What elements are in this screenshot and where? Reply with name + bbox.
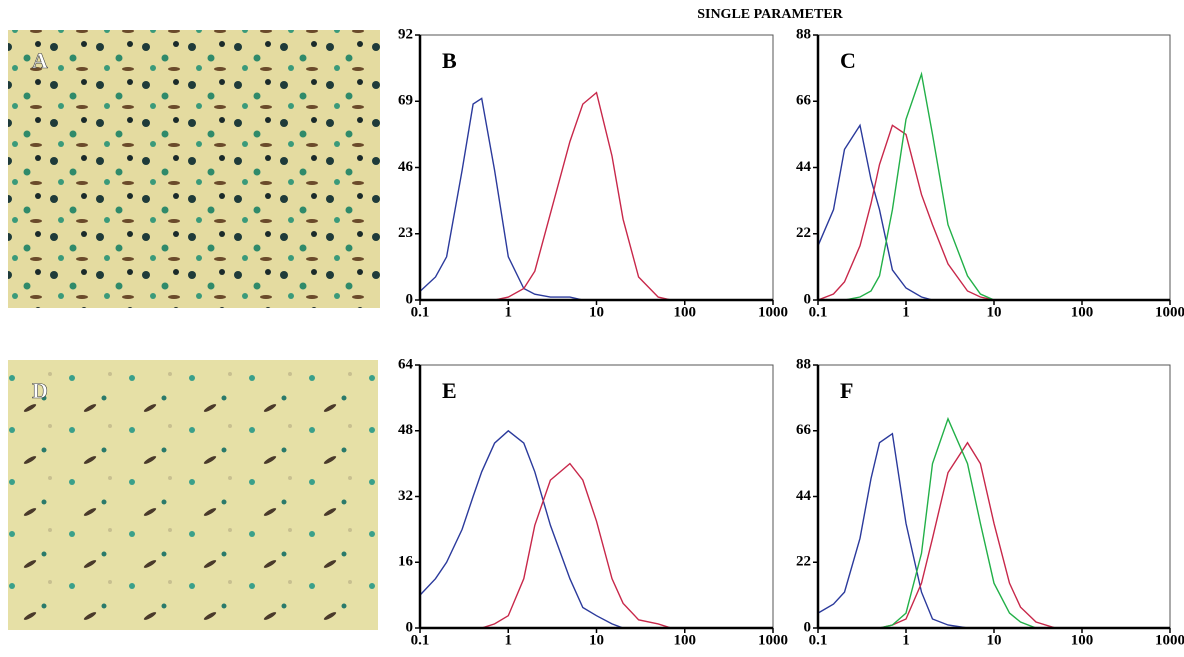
x-tick-label: 10 [589,304,604,320]
y-tick-label: 23 [398,225,413,241]
x-tick-label: 100 [674,304,697,320]
figure-title: SINGLE PARAMETER [697,7,843,22]
x-tick-label: 0.1 [809,304,828,320]
y-tick-label: 22 [796,554,811,570]
x-tick-label: 1000 [1155,632,1184,648]
x-tick-label: 100 [674,632,697,648]
x-tick-label: 0.1 [809,632,828,648]
y-tick-label: 64 [398,356,414,372]
plot-frame [419,34,774,301]
y-tick-label: 88 [796,26,811,42]
chart-title: B [442,48,457,73]
x-tick-label: 1 [902,632,910,648]
plot-frame [817,34,1171,301]
micrograph [8,30,380,308]
y-tick-label: 22 [796,225,811,241]
x-tick-label: 1 [505,632,513,648]
x-tick-label: 1000 [1155,304,1184,320]
x-tick-label: 1000 [758,632,788,648]
chart-title: E [442,378,457,403]
panel-label: D [32,378,48,403]
chart-title: C [840,48,856,73]
plot-frame [817,364,1171,629]
panel-label: A [32,48,48,73]
y-tick-label: 46 [398,159,414,175]
x-tick-label: 0.1 [411,304,430,320]
x-tick-label: 100 [1071,632,1094,648]
y-tick-label: 16 [398,554,414,570]
y-tick-label: 48 [398,422,413,438]
y-tick-label: 69 [398,93,413,109]
x-tick-label: 10 [987,304,1002,320]
x-tick-label: 1000 [758,304,788,320]
x-tick-label: 0.1 [411,632,430,648]
y-tick-label: 32 [398,488,413,504]
y-tick-label: 44 [796,159,812,175]
x-tick-label: 1 [505,304,513,320]
x-tick-label: 1 [902,304,910,320]
y-tick-label: 66 [796,422,812,438]
x-tick-label: 10 [987,632,1002,648]
x-tick-label: 10 [589,632,604,648]
x-tick-label: 100 [1071,304,1094,320]
y-tick-label: 88 [796,356,811,372]
y-tick-label: 66 [796,93,812,109]
y-tick-label: 0 [406,619,414,635]
micrograph [8,360,378,630]
y-tick-label: 92 [398,26,413,42]
y-tick-label: 0 [804,291,812,307]
y-tick-label: 0 [406,291,414,307]
chart-title: F [840,378,853,403]
plot-frame [419,364,774,629]
y-tick-label: 0 [804,619,812,635]
y-tick-label: 44 [796,488,812,504]
